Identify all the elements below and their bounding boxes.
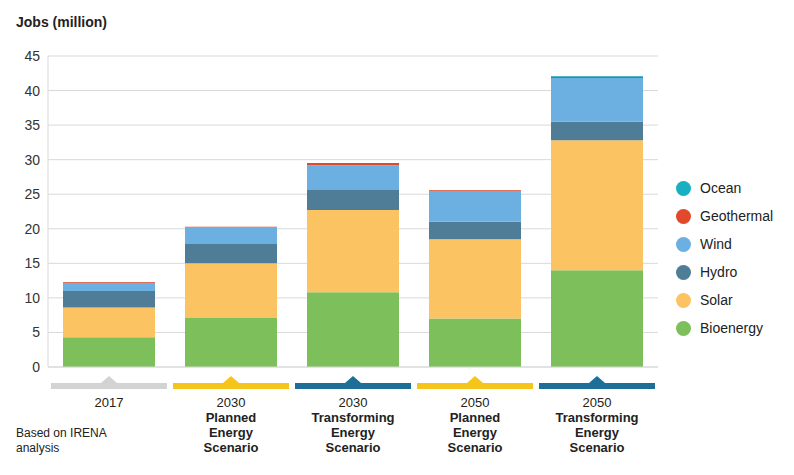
svg-text:2017: 2017 [95, 395, 124, 410]
svg-text:40: 40 [24, 83, 40, 99]
svg-text:Scenario: Scenario [570, 440, 625, 455]
html-text:Based on IRENA analysis: Based on IRENA analysis [16, 426, 107, 455]
svg-text:2050: 2050 [461, 395, 490, 410]
svg-text:Energy: Energy [331, 425, 376, 440]
svg-text:20: 20 [24, 221, 40, 237]
svg-text:Planned: Planned [206, 410, 257, 425]
svg-text:Energy: Energy [453, 425, 498, 440]
html-text:Wind: Wind [700, 236, 732, 252]
svg-text:2030: 2030 [339, 395, 368, 410]
svg-text:15: 15 [24, 255, 40, 271]
svg-text:Transforming: Transforming [311, 410, 394, 425]
svg-text:10: 10 [24, 290, 40, 306]
svg-text:2030: 2030 [217, 395, 246, 410]
svg-text:2050: 2050 [583, 395, 612, 410]
svg-text:Scenario: Scenario [326, 440, 381, 455]
svg-text:45: 45 [24, 48, 40, 64]
svg-text:Scenario: Scenario [448, 440, 503, 455]
html-text:Bioenergy: Bioenergy [700, 320, 763, 336]
svg-text:25: 25 [24, 186, 40, 202]
svg-text:Transforming: Transforming [555, 410, 638, 425]
svg-text:Energy: Energy [575, 425, 620, 440]
svg-text:Energy: Energy [209, 425, 254, 440]
svg-text:Planned: Planned [450, 410, 501, 425]
html-text:Geothermal: Geothermal [700, 208, 774, 224]
html-text:Solar: Solar [700, 292, 733, 308]
html-text:Jobs (million): Jobs (million) [16, 14, 107, 30]
svg-text:Scenario: Scenario [204, 440, 259, 455]
html-text:Hydro: Hydro [700, 264, 738, 280]
svg-text:35: 35 [24, 117, 40, 133]
html-text:Ocean: Ocean [700, 180, 742, 196]
svg-text:5: 5 [32, 324, 40, 340]
svg-text:30: 30 [24, 152, 40, 168]
svg-text:0: 0 [32, 359, 40, 375]
